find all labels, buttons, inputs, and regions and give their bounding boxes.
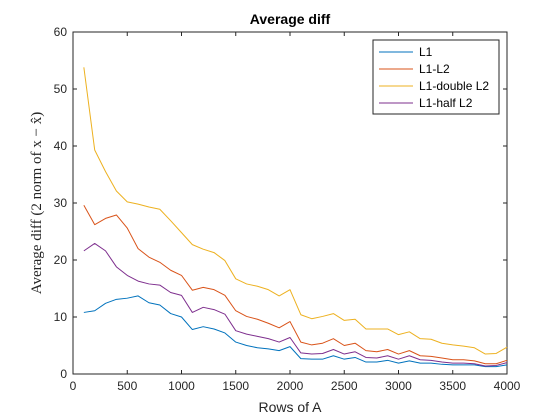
x-tick-label: 1500	[222, 379, 249, 393]
series-line-1	[83, 295, 508, 368]
y-tick-label: 20	[54, 253, 68, 267]
y-tick-label: 10	[54, 310, 68, 324]
series-line-2	[83, 205, 508, 365]
y-tick-label: 50	[54, 82, 68, 96]
axis-ticks: 0 500 1000 1500 2000 2500 3000 3500 4000 0 10 20 30 4…	[54, 25, 521, 393]
legend: L1 L1-L2 L1-double L2 L1-half L2	[372, 39, 500, 115]
y-tick-label: 0	[60, 367, 67, 381]
x-tick-label: 2500	[331, 379, 358, 393]
legend-label: L1	[419, 45, 433, 59]
y-tick-label: 30	[54, 196, 68, 210]
chart-title: Average diff	[250, 11, 331, 27]
x-axis-label: Rows of A	[258, 399, 322, 415]
y-axis-label: Average diff (2 norm of x − x̂)	[29, 112, 45, 294]
legend-label: L1-L2	[419, 62, 450, 76]
x-tick-label: 0	[70, 379, 77, 393]
x-tick-label: 3500	[439, 379, 466, 393]
x-tick-label: 3000	[385, 379, 412, 393]
legend-label: L1-half L2	[419, 96, 473, 110]
x-tick-label: 500	[117, 379, 137, 393]
series-group	[83, 67, 508, 368]
x-tick-label: 4000	[494, 379, 521, 393]
y-tick-label: 60	[54, 25, 68, 39]
series-line-4	[83, 242, 508, 367]
x-tick-label: 1000	[168, 379, 195, 393]
x-tick-label: 2000	[277, 379, 304, 393]
y-tick-label: 40	[54, 139, 68, 153]
series-line-3	[83, 67, 508, 355]
legend-label: L1-double L2	[419, 79, 489, 93]
